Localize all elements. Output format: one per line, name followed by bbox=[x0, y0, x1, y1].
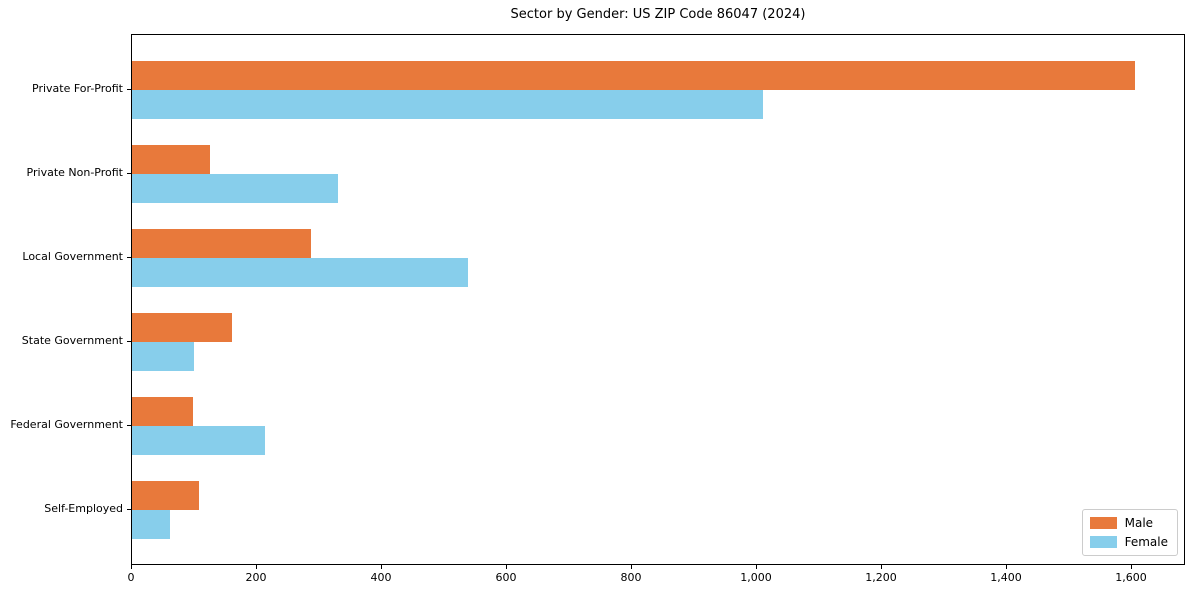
legend-label-female: Female bbox=[1124, 535, 1168, 549]
x-tick bbox=[506, 565, 507, 569]
female-bar-4 bbox=[132, 342, 194, 371]
female-bar-5 bbox=[132, 426, 265, 455]
x-tick-label: 1,000 bbox=[740, 571, 772, 584]
x-tick-label: 1,200 bbox=[865, 571, 897, 584]
male-bar-4 bbox=[132, 313, 232, 342]
y-tick bbox=[127, 425, 131, 426]
male-swatch-icon bbox=[1089, 517, 1117, 529]
x-tick bbox=[381, 565, 382, 569]
male-bar-3 bbox=[132, 229, 311, 258]
y-tick bbox=[127, 341, 131, 342]
x-tick-label: 1,400 bbox=[990, 571, 1022, 584]
x-tick bbox=[881, 565, 882, 569]
male-bar-6 bbox=[132, 481, 199, 510]
chart-title: Sector by Gender: US ZIP Code 86047 (202… bbox=[510, 7, 806, 22]
x-tick bbox=[1131, 565, 1132, 569]
x-tick-label: 0 bbox=[127, 571, 135, 584]
female-bar-3 bbox=[132, 258, 468, 287]
female-bar-1 bbox=[132, 90, 763, 119]
legend-item-female: Female bbox=[1089, 535, 1168, 549]
y-tick bbox=[127, 173, 131, 174]
y-tick bbox=[127, 89, 131, 90]
female-bar-2 bbox=[132, 174, 338, 203]
female-swatch-icon bbox=[1089, 536, 1117, 548]
legend-item-male: Male bbox=[1089, 516, 1168, 530]
x-tick bbox=[631, 565, 632, 569]
y-tick-label: Federal Government bbox=[10, 418, 123, 431]
y-tick-label: State Government bbox=[21, 334, 123, 347]
legend-label-male: Male bbox=[1124, 516, 1154, 530]
y-tick-label: Local Government bbox=[22, 250, 123, 263]
x-tick-label: 1,600 bbox=[1115, 571, 1147, 584]
x-tick bbox=[256, 565, 257, 569]
legend: Male Female bbox=[1081, 509, 1178, 556]
x-tick-label: 600 bbox=[495, 571, 517, 584]
x-tick-label: 400 bbox=[370, 571, 392, 584]
male-bar-5 bbox=[132, 397, 193, 426]
plot-area: Male Female bbox=[131, 34, 1185, 565]
y-tick bbox=[127, 257, 131, 258]
x-tick-label: 800 bbox=[620, 571, 642, 584]
x-tick-label: 200 bbox=[245, 571, 267, 584]
male-bar-1 bbox=[132, 61, 1135, 90]
female-bar-6 bbox=[132, 510, 170, 539]
y-tick-label: Private For-Profit bbox=[32, 82, 123, 95]
y-tick-label: Self-Employed bbox=[44, 502, 123, 515]
x-tick bbox=[1006, 565, 1007, 569]
y-tick bbox=[127, 509, 131, 510]
y-tick-label: Private Non-Profit bbox=[26, 166, 123, 179]
x-tick bbox=[756, 565, 757, 569]
x-tick bbox=[131, 565, 132, 569]
male-bar-2 bbox=[132, 145, 210, 174]
